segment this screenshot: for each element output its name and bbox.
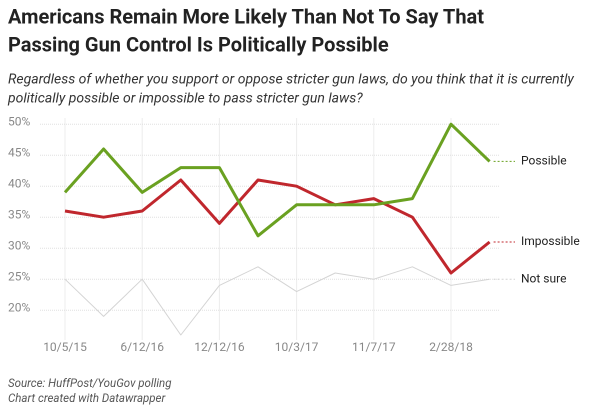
series-line [64,266,490,336]
series-label: Impossible [521,234,580,248]
x-tick-label: 11/7/17 [352,340,396,354]
series-line [63,122,491,238]
source: Chart created with Datawrapper [8,391,166,405]
y-tick-label: 25% [8,269,30,283]
y-tick-label: 30% [8,238,30,252]
y-tick-label: 20% [8,300,30,314]
chart-title: Passing Gun Control Is Politically Possi… [8,32,389,56]
x-tick-label: 6/12/16 [120,340,164,354]
y-tick-label: 40% [8,176,30,190]
series-label: Possible [521,154,567,168]
x-tick-label: 10/5/15 [43,340,87,354]
chart-title: Americans Remain More Likely Than Not To… [8,4,484,28]
chart-subtitle: Regardless of whether you support or opp… [8,72,574,88]
x-tick-label: 12/12/16 [194,340,245,354]
y-tick-label: 35% [8,207,30,221]
series-line [64,178,491,275]
x-tick-label: 2/28/18 [429,340,473,354]
y-tick-label: 45% [8,145,30,159]
y-tick-label: 50% [8,114,30,128]
x-tick-label: 10/3/17 [275,340,319,354]
chart-subtitle: politically possible or impossible to pa… [7,91,363,107]
source: Source: HuffPost/YouGov polling [8,376,171,390]
series-label: Not sure [521,271,566,285]
